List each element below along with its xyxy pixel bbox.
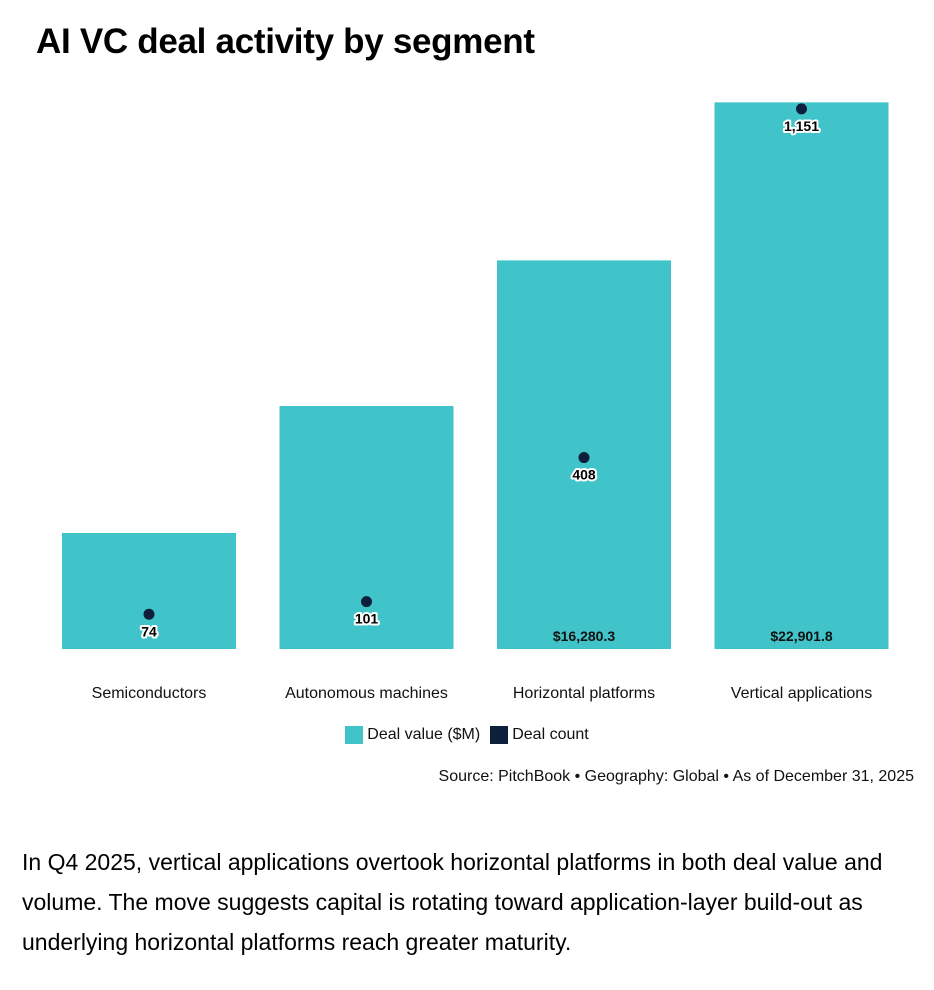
count-point-horizontal-platforms — [578, 452, 590, 464]
legend-label-deal-value: Deal value ($M) — [367, 726, 481, 743]
chart-legend: Deal value ($M) Deal count — [0, 726, 934, 744]
bar-vertical-applications — [714, 102, 889, 649]
caption-text: In Q4 2025, vertical applications overto… — [22, 849, 883, 955]
bar-autonomous-machines — [279, 406, 454, 649]
bar-semiconductors — [62, 532, 236, 649]
value-label-vertical-applications: $22,901.8 — [770, 628, 832, 644]
count-point-semiconductors — [143, 608, 155, 620]
category-label-autonomous-machines: Autonomous machines — [285, 685, 448, 702]
count-label-autonomous-machines: 101 — [355, 611, 379, 627]
chart-title: AI VC deal activity by segment — [36, 22, 535, 61]
count-label-vertical-applications: 1,151 — [784, 118, 819, 134]
count-point-autonomous-machines — [361, 596, 372, 608]
legend-swatch-deal-value — [345, 726, 364, 744]
bar-chart: $16,280.3 $22,901.8 74 101 408 1,151 Semicon… — [62, 102, 889, 702]
source-note: Source: PitchBook • Geography: Global • … — [438, 768, 914, 785]
count-label-semiconductors: 74 — [141, 623, 157, 639]
legend-label-deal-count: Deal count — [512, 726, 589, 743]
legend-item-deal-value: Deal value ($M) — [345, 726, 480, 744]
legend-item-deal-count: Deal count — [490, 726, 589, 744]
category-label-horizontal-platforms: Horizontal platforms — [513, 685, 655, 702]
value-label-horizontal-platforms: $16,280.3 — [553, 628, 615, 644]
count-point-vertical-applications — [796, 103, 807, 115]
category-label-semiconductors: Semiconductors — [92, 685, 207, 702]
legend-swatch-deal-count — [490, 726, 509, 744]
category-label-vertical-applications: Vertical applications — [731, 685, 872, 702]
count-label-horizontal-platforms: 408 — [572, 467, 596, 483]
